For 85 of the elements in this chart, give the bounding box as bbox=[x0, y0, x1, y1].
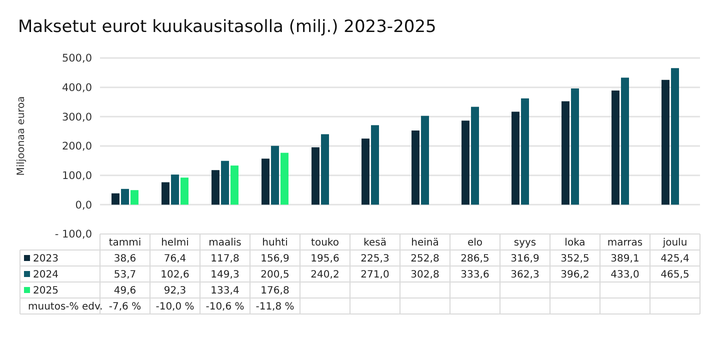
x-tick-label: syys bbox=[514, 238, 536, 248]
data-label: 252,8 bbox=[410, 254, 440, 264]
bar bbox=[521, 98, 529, 205]
bar bbox=[612, 90, 620, 205]
data-label: 195,6 bbox=[310, 254, 340, 264]
data-label: 133,4 bbox=[210, 286, 240, 296]
x-tick-label: elo bbox=[467, 238, 483, 248]
x-tick-label: joulu bbox=[662, 238, 688, 248]
data-label: 316,9 bbox=[510, 254, 540, 264]
x-tick-label: huhti bbox=[262, 238, 288, 248]
data-label: 240,2 bbox=[310, 270, 340, 280]
bar bbox=[112, 193, 120, 205]
data-label: 425,4 bbox=[660, 254, 690, 264]
bar bbox=[371, 125, 379, 205]
data-label: 302,8 bbox=[410, 270, 440, 280]
bar bbox=[621, 78, 629, 205]
y-tick-label: 500,0 bbox=[62, 52, 92, 65]
data-label: 433,0 bbox=[610, 270, 640, 280]
bar bbox=[671, 68, 679, 205]
bar bbox=[562, 101, 570, 205]
x-tick-label: touko bbox=[311, 238, 339, 248]
bar bbox=[571, 88, 579, 205]
data-label: 49,6 bbox=[114, 286, 136, 296]
bar bbox=[321, 134, 329, 205]
bar bbox=[662, 80, 670, 205]
data-label: 465,5 bbox=[660, 270, 690, 280]
legend-label: 2024 bbox=[33, 270, 58, 280]
data-label: 117,8 bbox=[210, 254, 240, 264]
data-label: 38,6 bbox=[114, 254, 136, 264]
data-label: 333,6 bbox=[460, 270, 490, 280]
y-tick-label: - 100,0 bbox=[54, 228, 92, 241]
bar bbox=[512, 112, 520, 205]
bar bbox=[262, 158, 270, 205]
bar bbox=[462, 120, 470, 205]
data-label: 76,4 bbox=[164, 254, 186, 264]
text: muutos-% edv. bbox=[28, 302, 103, 312]
bar bbox=[130, 190, 138, 205]
y-tick-label: 400,0 bbox=[62, 82, 92, 94]
bar bbox=[362, 138, 370, 205]
bar bbox=[471, 106, 479, 205]
data-label: 352,5 bbox=[560, 254, 590, 264]
x-tick-label: heinä bbox=[411, 238, 439, 248]
bar bbox=[230, 166, 238, 205]
bar bbox=[162, 182, 170, 205]
bar bbox=[271, 146, 279, 205]
bar bbox=[180, 178, 188, 205]
x-tick-label: loka bbox=[564, 238, 586, 248]
bar bbox=[221, 160, 229, 205]
data-label: 102,6 bbox=[160, 270, 190, 280]
data-label: 271,0 bbox=[360, 270, 390, 280]
bar bbox=[412, 130, 420, 205]
y-axis-title: Miljoonaa euroa bbox=[16, 96, 27, 176]
text: -10,6 % bbox=[206, 302, 244, 312]
chart-title: Maksetut eurot kuukausitasolla (milj.) 2023-2025 bbox=[18, 17, 436, 37]
legend-label: 2023 bbox=[33, 254, 58, 264]
bar bbox=[121, 188, 129, 205]
x-tick-label: tammi bbox=[108, 238, 142, 248]
data-label: 396,2 bbox=[560, 270, 590, 280]
data-label: 53,7 bbox=[114, 270, 136, 280]
bar bbox=[212, 170, 220, 205]
y-tick-label: 300,0 bbox=[62, 111, 92, 124]
bar bbox=[171, 174, 179, 205]
y-tick-label: 100,0 bbox=[62, 170, 92, 182]
data-label: 92,3 bbox=[164, 286, 186, 296]
data-label: 286,5 bbox=[460, 254, 490, 264]
y-tick-label: 0,0 bbox=[75, 199, 92, 212]
data-label: 362,3 bbox=[510, 270, 540, 280]
x-tick-label: maalis bbox=[208, 238, 242, 248]
bar bbox=[421, 116, 429, 205]
data-label: 200,5 bbox=[260, 270, 290, 280]
text: -7,6 % bbox=[108, 302, 142, 312]
data-label: 176,8 bbox=[260, 286, 290, 296]
data-label: 156,9 bbox=[260, 254, 290, 264]
bar bbox=[312, 147, 320, 205]
x-tick-label: helmi bbox=[161, 238, 189, 248]
x-tick-label: kesä bbox=[364, 238, 386, 248]
y-tick-label: 200,0 bbox=[62, 140, 92, 153]
text: -10,0 % bbox=[156, 302, 194, 312]
x-tick-label: marras bbox=[607, 238, 643, 248]
text: -11,8 % bbox=[256, 302, 294, 312]
data-label: 389,1 bbox=[610, 254, 640, 264]
data-label: 225,3 bbox=[360, 254, 390, 264]
bar bbox=[280, 152, 288, 205]
data-label: 149,3 bbox=[210, 270, 240, 280]
legend-label: 2025 bbox=[33, 286, 58, 296]
